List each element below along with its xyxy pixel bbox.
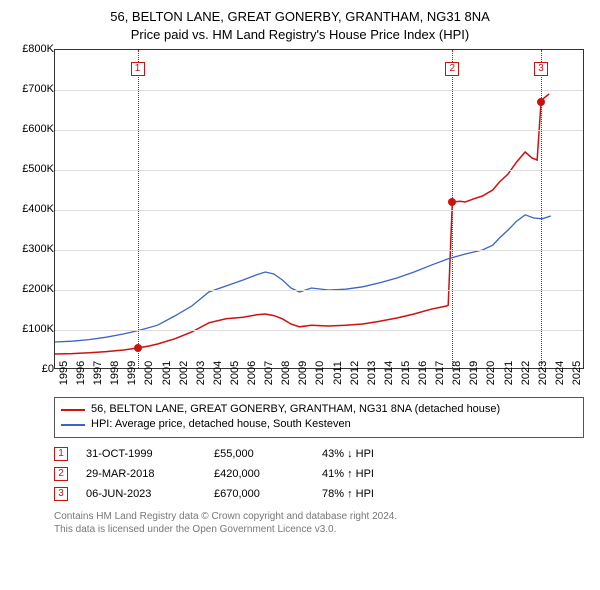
legend-label-property: 56, BELTON LANE, GREAT GONERBY, GRANTHAM… bbox=[91, 402, 500, 417]
series-property bbox=[55, 94, 549, 354]
event-row-1: 1 31-OCT-1999 £55,000 43% ↓ HPI bbox=[54, 444, 584, 464]
event-marker-1: 1 bbox=[54, 447, 68, 461]
xtick-label: 1999 bbox=[126, 361, 138, 385]
event-date-2: 29-MAR-2018 bbox=[86, 468, 196, 480]
event-box-3: 3 bbox=[534, 62, 548, 76]
series-hpi bbox=[55, 215, 551, 342]
event-date-1: 31-OCT-1999 bbox=[86, 448, 196, 460]
xtick-label: 2009 bbox=[297, 361, 309, 385]
event-price-3: £670,000 bbox=[214, 488, 304, 500]
gridline bbox=[55, 250, 583, 251]
legend-item-hpi: HPI: Average price, detached house, Sout… bbox=[61, 417, 577, 432]
event-marker-2: 2 bbox=[54, 467, 68, 481]
gridline bbox=[55, 290, 583, 291]
xtick-label: 2002 bbox=[178, 361, 190, 385]
xtick-label: 2010 bbox=[314, 361, 326, 385]
ytick-label: £500K bbox=[4, 163, 54, 175]
xtick-label: 2012 bbox=[349, 361, 361, 385]
event-row-3: 3 06-JUN-2023 £670,000 78% ↑ HPI bbox=[54, 484, 584, 504]
gridline bbox=[55, 90, 583, 91]
event-vline-2 bbox=[452, 50, 453, 368]
xtick-label: 2016 bbox=[417, 361, 429, 385]
ytick-label: £600K bbox=[4, 123, 54, 135]
legend: 56, BELTON LANE, GREAT GONERBY, GRANTHAM… bbox=[54, 397, 584, 438]
xtick-label: 2022 bbox=[520, 361, 532, 385]
xtick-label: 2018 bbox=[451, 361, 463, 385]
xtick-label: 2020 bbox=[485, 361, 497, 385]
ytick-label: £700K bbox=[4, 83, 54, 95]
event-price-2: £420,000 bbox=[214, 468, 304, 480]
gridline bbox=[55, 170, 583, 171]
plot-area: 1 2 3 bbox=[54, 49, 584, 369]
legend-swatch-property bbox=[61, 409, 85, 411]
title-line-1: 56, BELTON LANE, GREAT GONERBY, GRANTHAM… bbox=[12, 8, 588, 26]
event-marker-3: 3 bbox=[54, 487, 68, 501]
xtick-label: 1996 bbox=[75, 361, 87, 385]
xtick-label: 2014 bbox=[383, 361, 395, 385]
event-box-1: 1 bbox=[131, 62, 145, 76]
legend-swatch-hpi bbox=[61, 424, 85, 426]
xtick-label: 2007 bbox=[263, 361, 275, 385]
xtick-label: 2004 bbox=[212, 361, 224, 385]
xtick-label: 2013 bbox=[366, 361, 378, 385]
xtick-label: 1997 bbox=[92, 361, 104, 385]
event-delta-2: 41% ↑ HPI bbox=[322, 468, 374, 480]
xtick-label: 2006 bbox=[246, 361, 258, 385]
gridline bbox=[55, 210, 583, 211]
ytick-label: £400K bbox=[4, 203, 54, 215]
xtick-label: 2000 bbox=[143, 361, 155, 385]
xtick-label: 2003 bbox=[195, 361, 207, 385]
xtick-label: 2011 bbox=[332, 361, 344, 385]
legend-label-hpi: HPI: Average price, detached house, Sout… bbox=[91, 417, 351, 432]
ytick-label: £300K bbox=[4, 243, 54, 255]
chart-title: 56, BELTON LANE, GREAT GONERBY, GRANTHAM… bbox=[12, 8, 588, 43]
gridline bbox=[55, 130, 583, 131]
xtick-label: 2008 bbox=[280, 361, 292, 385]
event-price-1: £55,000 bbox=[214, 448, 304, 460]
event-dot-3 bbox=[537, 98, 545, 106]
chart-area: 123 £0£100K£200K£300K£400K£500K£600K£700… bbox=[54, 49, 588, 369]
gridline bbox=[55, 330, 583, 331]
xtick-label: 2021 bbox=[503, 361, 515, 385]
xtick-label: 2001 bbox=[161, 361, 173, 385]
xtick-label: 2015 bbox=[400, 361, 412, 385]
xtick-label: 1995 bbox=[58, 361, 70, 385]
ytick-label: £0 bbox=[4, 363, 54, 375]
event-box-2: 2 bbox=[445, 62, 459, 76]
xtick-label: 1998 bbox=[109, 361, 121, 385]
event-delta-3: 78% ↑ HPI bbox=[322, 488, 374, 500]
ytick-label: £800K bbox=[4, 43, 54, 55]
ytick-label: £200K bbox=[4, 283, 54, 295]
ytick-label: £100K bbox=[4, 323, 54, 335]
xtick-label: 2019 bbox=[468, 361, 480, 385]
footer-line-1: Contains HM Land Registry data © Crown c… bbox=[54, 510, 584, 523]
event-date-3: 06-JUN-2023 bbox=[86, 488, 196, 500]
legend-item-property: 56, BELTON LANE, GREAT GONERBY, GRANTHAM… bbox=[61, 402, 577, 417]
xtick-label: 2017 bbox=[434, 361, 446, 385]
footer-line-2: This data is licensed under the Open Gov… bbox=[54, 523, 584, 536]
event-dot-1 bbox=[134, 344, 142, 352]
chart-container: 56, BELTON LANE, GREAT GONERBY, GRANTHAM… bbox=[0, 0, 600, 544]
event-row-2: 2 29-MAR-2018 £420,000 41% ↑ HPI bbox=[54, 464, 584, 484]
event-delta-1: 43% ↓ HPI bbox=[322, 448, 374, 460]
event-table: 1 31-OCT-1999 £55,000 43% ↓ HPI 2 29-MAR… bbox=[54, 444, 584, 504]
xtick-label: 2023 bbox=[537, 361, 549, 385]
xtick-label: 2025 bbox=[571, 361, 583, 385]
xtick-label: 2005 bbox=[229, 361, 241, 385]
event-dot-2 bbox=[448, 198, 456, 206]
event-vline-1 bbox=[138, 50, 139, 368]
title-line-2: Price paid vs. HM Land Registry's House … bbox=[12, 26, 588, 44]
footer: Contains HM Land Registry data © Crown c… bbox=[54, 510, 584, 536]
xtick-label: 2024 bbox=[554, 361, 566, 385]
